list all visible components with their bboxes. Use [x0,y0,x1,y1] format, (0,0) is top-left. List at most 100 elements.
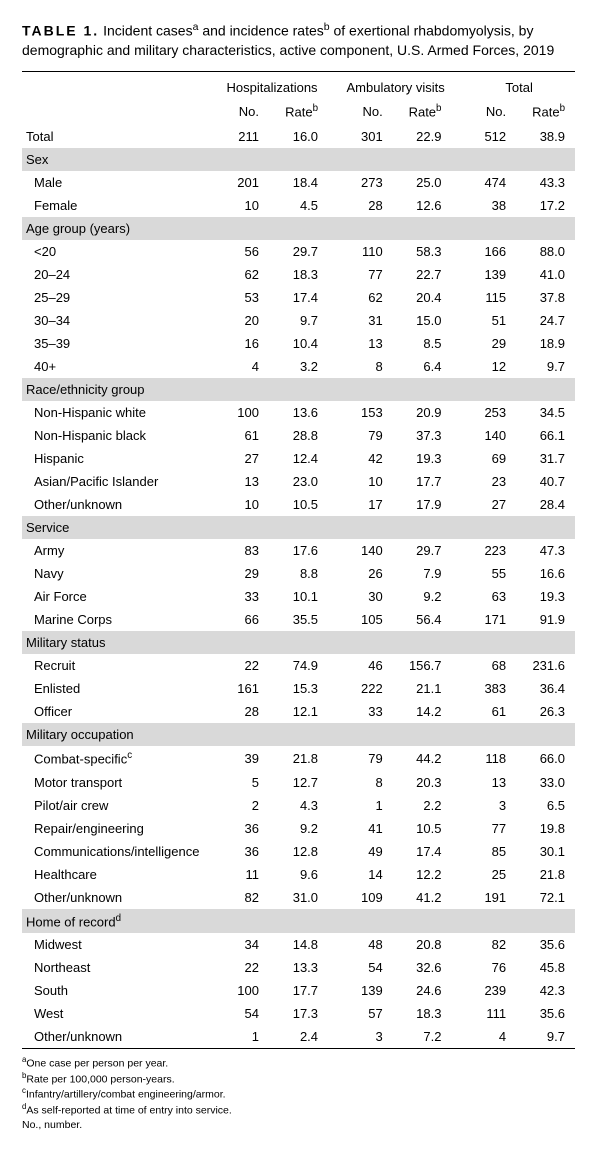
footnote: dAs self-reported at time of entry into … [22,1102,575,1118]
row-label: <20 [22,240,216,263]
cell-value: 66.1 [516,424,575,447]
cell-value: 13 [340,332,393,355]
col-gap [328,677,340,700]
cell-value: 45.8 [516,956,575,979]
cell-value: 56 [216,240,269,263]
section-header: Military status [22,631,575,654]
cell-value: 17.3 [269,1002,328,1025]
cell-value: 27 [216,447,269,470]
cell-value: 191 [463,886,516,909]
cell-value: 7.2 [393,1025,452,1049]
section-header: Service [22,516,575,539]
cell-value: 17.7 [269,979,328,1002]
cell-value: 6.4 [393,355,452,378]
col-gap [328,332,340,355]
col-gap [328,493,340,516]
cell-value: 36 [216,817,269,840]
footnote: aOne case per person per year. [22,1055,575,1071]
col-gap [328,956,340,979]
col-gap [451,863,463,886]
table-row: Army8317.614029.722347.3 [22,539,575,562]
cell-value: 12.1 [269,700,328,723]
cell-value: 37.3 [393,424,452,447]
header-no: No. [340,99,393,125]
cell-value: 83 [216,539,269,562]
cell-value: 36 [216,840,269,863]
table-row: Northeast2213.35432.67645.8 [22,956,575,979]
cell-value: 62 [340,286,393,309]
row-label: Healthcare [22,863,216,886]
cell-value: 34.5 [516,401,575,424]
header-group: Total [463,71,575,99]
col-gap [451,746,463,770]
cell-value: 91.9 [516,608,575,631]
cell-value: 8 [340,355,393,378]
cell-value: 13.3 [269,956,328,979]
col-gap [328,863,340,886]
cell-value: 10 [340,470,393,493]
cell-value: 19.8 [516,817,575,840]
cell-value: 156.7 [393,654,452,677]
col-gap [451,539,463,562]
title-part2: and incidence rates [198,23,323,39]
cell-value: 82 [216,886,269,909]
row-label: Motor transport [22,771,216,794]
cell-value: 100 [216,401,269,424]
cell-value: 5 [216,771,269,794]
col-gap [451,677,463,700]
section-header-row: Race/ethnicity group [22,378,575,401]
cell-value: 48 [340,933,393,956]
table-row: 30–34209.73115.05124.7 [22,309,575,332]
row-label: Repair/engineering [22,817,216,840]
header-no: No. [463,99,516,125]
table-row: Hispanic2712.44219.36931.7 [22,447,575,470]
cell-value: 33 [340,700,393,723]
cell-value: 41.2 [393,886,452,909]
cell-value: 40.7 [516,470,575,493]
cell-value: 17 [340,493,393,516]
cell-value: 30.1 [516,840,575,863]
col-gap [451,817,463,840]
cell-value: 15.3 [269,677,328,700]
cell-value: 47.3 [516,539,575,562]
table-row: Male20118.427325.047443.3 [22,171,575,194]
cell-value: 77 [340,263,393,286]
col-gap [451,309,463,332]
cell-value: 1 [340,794,393,817]
col-gap [451,933,463,956]
footnote: No., number. [22,1118,575,1132]
cell-value: 29.7 [393,539,452,562]
col-gap [328,99,340,125]
cell-value: 273 [340,171,393,194]
table-row: West5417.35718.311135.6 [22,1002,575,1025]
cell-value: 68 [463,654,516,677]
row-label: Marine Corps [22,608,216,631]
header-no: No. [216,99,269,125]
cell-value: 15.0 [393,309,452,332]
header-group: Ambulatory visits [340,71,452,99]
cell-value: 24.6 [393,979,452,1002]
col-gap [451,286,463,309]
cell-value: 16.6 [516,562,575,585]
section-header: Home of recordd [22,909,575,933]
col-gap [328,539,340,562]
cell-value: 41 [340,817,393,840]
cell-value: 51 [463,309,516,332]
row-label: South [22,979,216,1002]
table-row: Other/unknown8231.010941.219172.1 [22,886,575,909]
section-header: Military occupation [22,723,575,746]
cell-value: 512 [463,125,516,148]
cell-value: 13.6 [269,401,328,424]
footnote: bRate per 100,000 person-years. [22,1071,575,1087]
col-gap [328,746,340,770]
cell-value: 20.4 [393,286,452,309]
cell-value: 9.7 [269,309,328,332]
cell-value: 29.7 [269,240,328,263]
cell-value: 17.2 [516,194,575,217]
table-row: Marine Corps6635.510556.417191.9 [22,608,575,631]
table-row: Non-Hispanic black6128.87937.314066.1 [22,424,575,447]
cell-value: 79 [340,746,393,770]
cell-value: 76 [463,956,516,979]
col-gap [451,332,463,355]
cell-value: 41.0 [516,263,575,286]
